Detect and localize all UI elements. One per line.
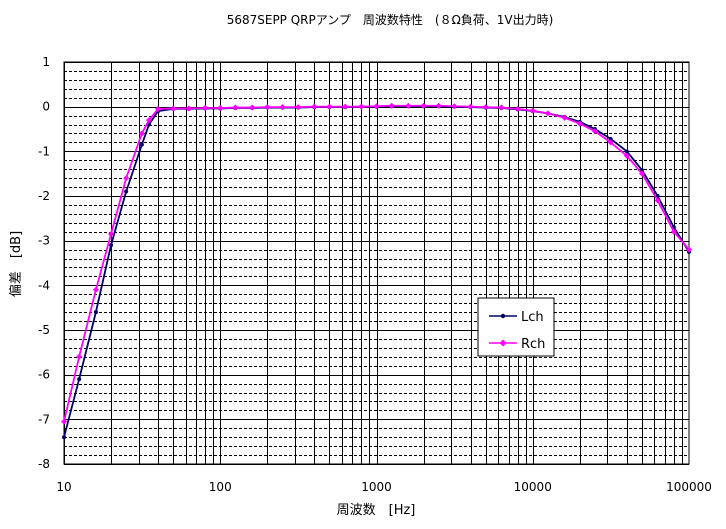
y-tick-label: -7 <box>38 412 50 426</box>
data-point-rch <box>108 230 115 237</box>
data-point-lch <box>608 136 613 141</box>
x-axis-ticks: 10 100 1000 10000 100000 <box>56 480 712 494</box>
data-point-rch <box>170 105 177 112</box>
data-point-rch <box>279 104 286 111</box>
data-point-rch <box>311 103 318 110</box>
data-point-rch <box>185 105 192 112</box>
data-point-rch <box>295 104 302 111</box>
chart-title: 5687SEPP QRPアンプ 周波数特性 (８Ω負荷、1V出力時) <box>227 12 554 27</box>
data-point-rch <box>467 103 474 110</box>
x-tick-label: 10 <box>56 480 71 494</box>
data-point-rch <box>264 104 271 111</box>
data-point-rch <box>155 105 162 112</box>
data-point-rch <box>686 246 692 253</box>
data-point-rch <box>654 197 661 204</box>
data-point-rch <box>388 102 395 109</box>
data-point-rch <box>342 103 349 110</box>
x-tick-label: 10000 <box>514 480 552 494</box>
data-point-rch <box>451 103 458 110</box>
data-point-rch <box>202 105 209 112</box>
data-point-lch <box>124 189 129 194</box>
data-point-rch <box>92 286 99 293</box>
data-point-lch <box>639 168 644 173</box>
y-axis-ticks: 1 0 -1 -2 -3 -4 -5 -6 -7 -8 <box>38 55 50 471</box>
data-point-rch <box>514 105 521 112</box>
data-point-rch <box>482 104 489 111</box>
y-tick-label: -8 <box>38 457 50 471</box>
data-point-rch <box>76 353 83 360</box>
series-lch <box>62 104 691 440</box>
legend: Lch Rch <box>477 297 555 357</box>
data-point-rch <box>623 152 630 159</box>
data-point-lch <box>624 149 629 154</box>
series-layer <box>61 102 692 440</box>
y-tick-label: -1 <box>38 144 50 158</box>
legend-marker-lch <box>500 313 506 319</box>
data-point-rch <box>591 128 598 135</box>
data-point-rch <box>420 102 427 109</box>
legend-marker-rch <box>499 339 507 347</box>
y-axis-label: 偏差 [dB] <box>9 231 24 297</box>
data-point-rch <box>435 102 442 109</box>
grid <box>64 62 689 465</box>
series-line-lch <box>63 105 690 438</box>
y-tick-label: -2 <box>38 189 50 203</box>
data-point-lch <box>109 243 114 248</box>
data-point-rch <box>561 114 568 121</box>
series-rch <box>61 102 692 425</box>
y-tick-label: 0 <box>42 100 50 114</box>
series-line-rch <box>63 104 690 422</box>
data-point-rch <box>123 175 130 182</box>
data-point-rch <box>358 103 365 110</box>
data-point-rch <box>405 102 412 109</box>
data-point-lch <box>62 435 66 440</box>
data-point-rch <box>529 107 536 114</box>
y-tick-label: 1 <box>42 55 50 69</box>
data-point-rch <box>232 104 239 111</box>
x-tick-label: 100000 <box>666 480 712 494</box>
y-tick-label: -3 <box>38 234 50 248</box>
data-point-rch <box>326 103 333 110</box>
data-point-rch <box>638 170 645 177</box>
data-point-rch <box>670 228 677 235</box>
data-point-rch <box>498 104 505 111</box>
data-point-rch <box>607 139 614 146</box>
y-tick-label: -5 <box>38 323 50 337</box>
data-point-rch <box>544 110 551 117</box>
data-point-lch <box>139 142 144 147</box>
data-point-rch <box>146 117 153 124</box>
y-tick-label: -4 <box>38 278 50 292</box>
data-point-rch <box>61 418 67 425</box>
data-point-lch <box>77 377 82 382</box>
data-point-rch <box>138 130 145 137</box>
data-point-rch <box>249 104 256 111</box>
x-axis-label: 周波数 [Hz] <box>337 503 416 518</box>
y-tick-label: -6 <box>38 368 50 382</box>
data-point-rch <box>576 120 583 127</box>
plot-area-border <box>63 61 690 465</box>
legend-box <box>477 297 555 357</box>
legend-label-rch: Rch <box>521 337 545 352</box>
data-point-rch <box>373 103 380 110</box>
x-tick-label: 1000 <box>361 480 392 494</box>
data-point-rch <box>217 105 224 112</box>
legend-label-lch: Lch <box>521 310 544 325</box>
x-tick-label: 100 <box>209 480 232 494</box>
data-point-lch <box>93 310 98 315</box>
